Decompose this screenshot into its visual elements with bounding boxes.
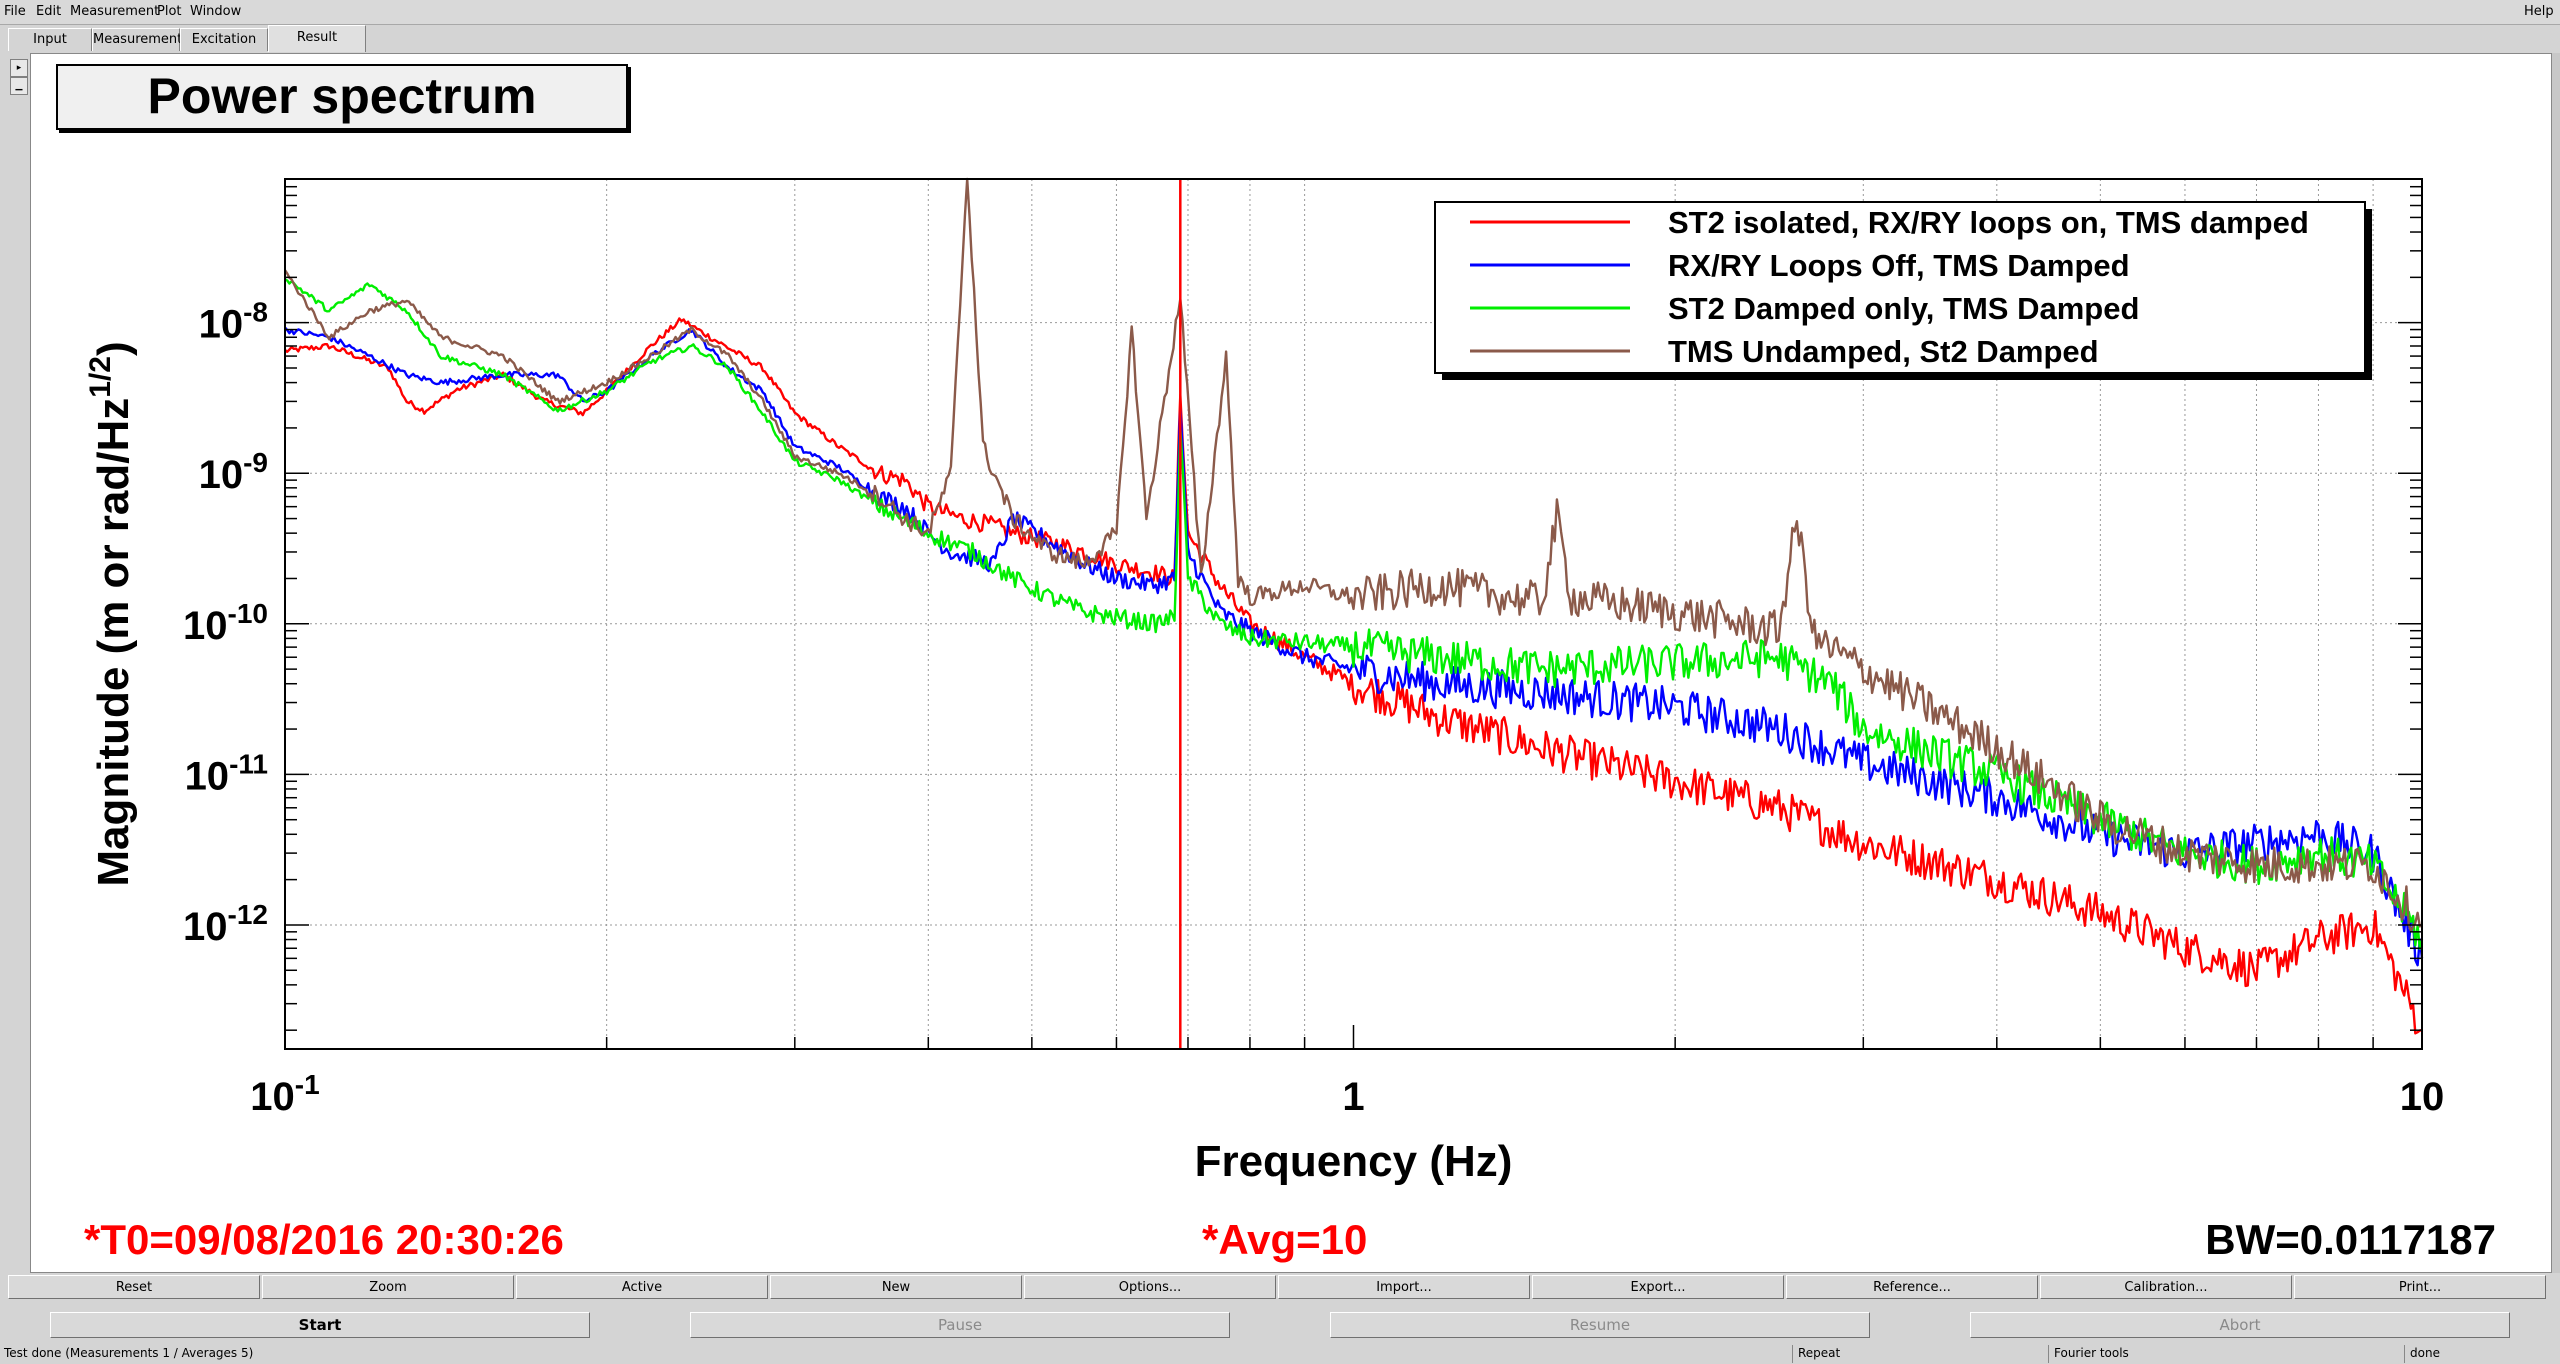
average-count: *Avg=10 [1202,1216,1367,1263]
t0-timestamp: *T0=09/08/2016 20:30:26 [84,1216,564,1263]
x-tick-label: 1 [1342,1075,1364,1119]
menu-file[interactable]: File [4,4,26,19]
series-line-0 [284,317,2423,1035]
measurement-controls: Start Pause Resume Abort [0,1302,2560,1344]
y-tick-label: 10-11 [185,748,268,798]
tab-excitation[interactable]: Excitation [180,28,268,51]
menu-plot[interactable]: Plot [157,4,182,19]
tab-measurement[interactable]: Measurement [92,28,182,51]
series-line-2 [284,278,2424,950]
legend-label-3: TMS Undamped, St2 Damped [1668,334,2099,369]
reference-button[interactable]: Reference... [1786,1275,2038,1299]
status-repeat: Repeat [1798,1346,1841,1360]
collapse-icon[interactable]: ▁ [10,77,28,95]
resume-button[interactable]: Resume [1330,1312,1870,1338]
series-line-3 [284,177,2423,932]
status-message: Test done (Measurements 1 / Averages 5) [4,1346,254,1360]
y-axis-label: Magnitude (m or rad/Hz1/2) [84,341,138,886]
plot-toolbar: Reset Zoom Active New Options... Import.… [0,1273,2560,1301]
start-button[interactable]: Start [50,1312,590,1338]
legend: ST2 isolated, RX/RY loops on, TMS damped… [1434,201,2372,380]
export-button[interactable]: Export... [1532,1275,1784,1299]
reset-button[interactable]: Reset [8,1275,260,1299]
legend-label-2: ST2 Damped only, TMS Damped [1668,291,2139,326]
tab-input[interactable]: Input [8,28,92,51]
x-tick-label: 10-1 [250,1069,319,1119]
menu-bar: File Edit Measurement Plot Window Help [0,0,2560,25]
x-tick-label: 10 [2400,1075,2445,1119]
active-button[interactable]: Active [516,1275,768,1299]
options-button[interactable]: Options... [1024,1275,1276,1299]
tab-bar: Input Measurement Excitation Result [0,25,2560,53]
abort-button[interactable]: Abort [1970,1312,2510,1338]
menu-window[interactable]: Window [190,4,242,19]
legend-box [1434,201,2366,374]
new-button[interactable]: New [770,1275,1022,1299]
status-tool: Fourier tools [2054,1346,2129,1360]
status-state: done [2410,1346,2440,1360]
expand-arrow-icon[interactable]: ▸ [10,59,28,77]
x-axis-label: Frequency (Hz) [1195,1137,1513,1186]
vertical-scrollbar[interactable] [2552,53,2560,1273]
calibration-button[interactable]: Calibration... [2040,1275,2292,1299]
tab-result[interactable]: Result [268,25,366,52]
y-tick-label: 10-8 [199,297,268,347]
menu-measurement[interactable]: Measurement [70,4,160,19]
legend-label-0: ST2 isolated, RX/RY loops on, TMS damped [1668,205,2309,240]
series-layer [284,177,2424,1035]
y-tick-label: 10-9 [199,447,268,497]
y-tick-label: 10-10 [183,598,268,648]
series-line-1 [284,326,2424,967]
plot-title: Power spectrum [56,64,628,130]
print-button[interactable]: Print... [2294,1275,2546,1299]
menu-help[interactable]: Help [2524,4,2554,19]
menu-edit[interactable]: Edit [36,4,62,19]
import-button[interactable]: Import... [1278,1275,1530,1299]
status-bar: Test done (Measurements 1 / Averages 5) … [0,1344,2560,1364]
y-tick-label: 10-12 [183,899,268,949]
legend-label-1: RX/RY Loops Off, TMS Damped [1668,248,2130,283]
pause-button[interactable]: Pause [690,1312,1230,1338]
zoom-button[interactable]: Zoom [262,1275,514,1299]
bandwidth-readout: BW=0.0117187 [2205,1216,2496,1263]
left-strip: ▸ ▁ [0,53,30,1273]
